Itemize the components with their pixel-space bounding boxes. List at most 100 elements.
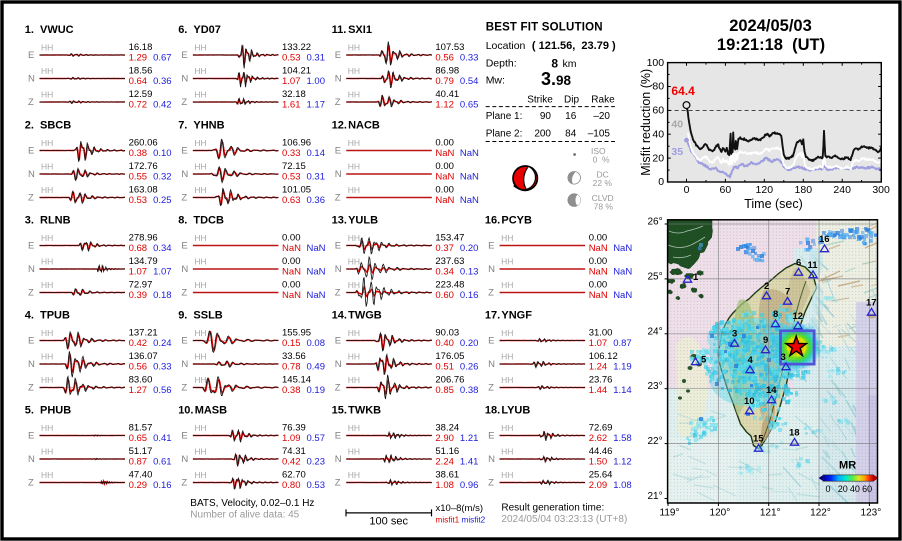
svg-text:HH: HH <box>194 280 206 290</box>
svg-text:NaN: NaN <box>282 290 301 301</box>
svg-text:E: E <box>28 431 34 442</box>
svg-text:1.: 1. <box>25 24 34 36</box>
svg-text:0.53: 0.53 <box>282 172 301 183</box>
svg-text:1.00: 1.00 <box>307 76 326 87</box>
svg-text:NaN: NaN <box>589 267 608 278</box>
svg-text:0.33: 0.33 <box>282 148 301 159</box>
svg-text:E: E <box>488 241 494 252</box>
svg-text:0.32: 0.32 <box>153 172 172 183</box>
svg-text:Plane 2:: Plane 2: <box>486 129 523 140</box>
svg-text:E: E <box>335 336 341 347</box>
svg-text:40: 40 <box>671 119 683 131</box>
svg-text:5: 5 <box>701 355 707 366</box>
svg-text:14.: 14. <box>332 310 347 322</box>
svg-text:HH: HH <box>41 423 53 433</box>
svg-text:18.56: 18.56 <box>129 66 153 77</box>
svg-text:8: 8 <box>551 57 558 71</box>
svg-text:Z: Z <box>335 478 341 489</box>
svg-text:N: N <box>28 359 35 370</box>
svg-text:0.33: 0.33 <box>153 362 172 373</box>
svg-text:2.24: 2.24 <box>435 457 454 468</box>
svg-text:Z: Z <box>28 97 34 108</box>
svg-text:6: 6 <box>796 258 801 269</box>
svg-text:HH: HH <box>41 280 53 290</box>
svg-text:N: N <box>335 359 342 370</box>
svg-text:HH: HH <box>501 423 513 433</box>
svg-text:N: N <box>335 454 342 465</box>
svg-text:HH: HH <box>41 352 53 362</box>
svg-text:E: E <box>335 50 341 61</box>
svg-text:NaN: NaN <box>435 172 454 183</box>
svg-text:1.19: 1.19 <box>613 362 632 373</box>
svg-text:HH: HH <box>41 162 53 172</box>
svg-text:172.76: 172.76 <box>129 161 158 172</box>
svg-text:86.98: 86.98 <box>435 66 459 77</box>
svg-text:106.96: 106.96 <box>282 138 311 149</box>
svg-text:1.44: 1.44 <box>589 385 608 396</box>
svg-text:20: 20 <box>652 152 664 164</box>
svg-text:134.79: 134.79 <box>129 256 158 267</box>
svg-text:0.31: 0.31 <box>307 53 326 64</box>
svg-text:0.20: 0.20 <box>460 243 479 254</box>
svg-text:LYUB: LYUB <box>501 405 530 417</box>
svg-text:E: E <box>335 431 341 442</box>
svg-text:0.08: 0.08 <box>307 338 326 349</box>
svg-text:HH: HH <box>41 257 53 267</box>
svg-text:23°: 23° <box>647 381 662 392</box>
svg-text:38.61: 38.61 <box>435 470 459 481</box>
svg-text:E: E <box>181 336 187 347</box>
svg-text:51.17: 51.17 <box>129 446 153 457</box>
svg-text:2024/05/03: 2024/05/03 <box>729 17 812 35</box>
svg-text:0.56: 0.56 <box>129 362 148 373</box>
svg-text:206.76: 206.76 <box>435 375 464 386</box>
svg-text:HH: HH <box>194 352 206 362</box>
svg-text:HH: HH <box>348 43 360 53</box>
svg-text:0.36: 0.36 <box>153 76 172 87</box>
svg-text:7.: 7. <box>178 120 187 132</box>
svg-text:Mw:: Mw: <box>486 74 505 86</box>
svg-text:E: E <box>28 336 34 347</box>
svg-text:HH: HH <box>348 90 360 100</box>
svg-text:60: 60 <box>652 105 664 117</box>
svg-text:HH: HH <box>501 280 513 290</box>
svg-text:123°: 123° <box>861 508 882 519</box>
svg-text:1.29: 1.29 <box>129 53 148 64</box>
svg-text:240: 240 <box>833 184 851 196</box>
svg-text:101.05: 101.05 <box>282 185 311 196</box>
svg-text:0.49: 0.49 <box>307 362 326 373</box>
svg-text:N: N <box>181 74 188 85</box>
svg-text:21°: 21° <box>647 491 662 502</box>
svg-text:HH: HH <box>194 328 206 338</box>
svg-text:78 %: 78 % <box>594 202 614 212</box>
svg-text:E: E <box>28 50 34 61</box>
svg-text:12: 12 <box>793 311 804 322</box>
svg-text:HH: HH <box>41 90 53 100</box>
svg-text:Z: Z <box>335 383 341 394</box>
svg-text:misfit2: misfit2 <box>462 515 486 524</box>
svg-text:HH: HH <box>194 470 206 480</box>
svg-text:0.16: 0.16 <box>460 290 479 301</box>
svg-text:HH: HH <box>348 162 360 172</box>
svg-text:0.42: 0.42 <box>153 100 172 111</box>
svg-text:6.: 6. <box>178 24 187 36</box>
svg-text:HH: HH <box>348 328 360 338</box>
svg-text:N: N <box>181 169 188 180</box>
svg-text:0.72: 0.72 <box>129 100 148 111</box>
svg-text:0.65: 0.65 <box>129 433 148 444</box>
svg-text:25°: 25° <box>647 271 662 282</box>
svg-text:NaN: NaN <box>460 172 479 183</box>
svg-text:1.27: 1.27 <box>129 385 148 396</box>
svg-text:Depth:: Depth: <box>486 58 517 70</box>
svg-text:38.24: 38.24 <box>435 423 459 434</box>
svg-text:0.87: 0.87 <box>129 457 148 468</box>
svg-text:2: 2 <box>764 281 769 292</box>
svg-text:Location: Location <box>486 40 526 52</box>
svg-text:Z: Z <box>488 288 494 299</box>
svg-text:0.42: 0.42 <box>129 338 148 349</box>
svg-text:1.07: 1.07 <box>282 76 301 87</box>
svg-text:163.08: 163.08 <box>129 185 158 196</box>
svg-text:100: 100 <box>647 57 665 69</box>
svg-text:SBCB: SBCB <box>40 120 71 132</box>
svg-text:NaN: NaN <box>613 267 632 278</box>
svg-text:HH: HH <box>41 447 53 457</box>
